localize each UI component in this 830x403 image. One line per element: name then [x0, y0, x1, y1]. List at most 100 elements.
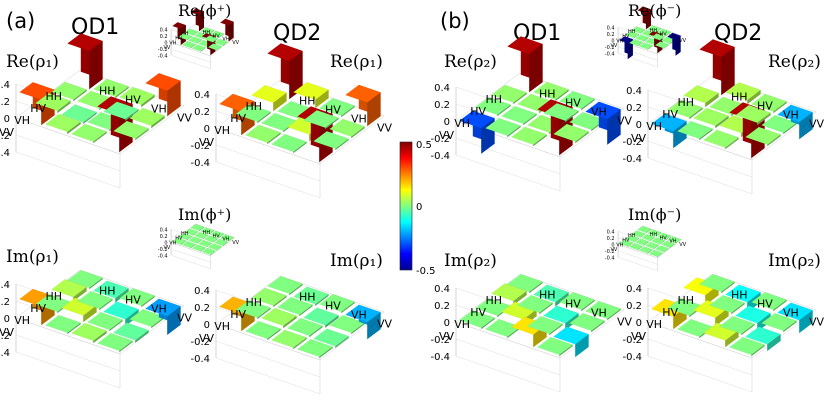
bar-face-top [86, 311, 124, 331]
matrix-bar [318, 293, 356, 314]
bar-face-front [591, 320, 605, 333]
col-basis-label: VV [199, 136, 215, 149]
bar-face-top [650, 113, 688, 132]
bar-face-front [747, 90, 761, 105]
z-tick-label: -0.4 [158, 53, 168, 59]
bar-face-front [141, 94, 155, 108]
z-tick-label: 0.4 [160, 228, 168, 234]
z-tick-label: 0.2 [626, 103, 642, 114]
bar-face-top [666, 32, 682, 40]
bar-face-top [187, 36, 203, 44]
matrix-bar [112, 322, 150, 343]
bar-face-top [234, 299, 272, 319]
matrix-bar [344, 304, 382, 340]
bar-face-front [73, 89, 87, 102]
bar-face-front [192, 31, 198, 36]
row-basis-label: HV [213, 33, 221, 39]
z-tick-label: 0 [204, 320, 210, 331]
col-basis-label: HH [45, 90, 62, 103]
bar-face-front [533, 134, 547, 147]
col-basis-label: VV [631, 330, 647, 343]
matrix-bar [201, 247, 216, 256]
bar-face-top [516, 294, 554, 314]
bar-face-top [776, 104, 814, 123]
z-tick-label: 0.4 [626, 284, 642, 295]
bar-face-front [208, 230, 214, 235]
bar-face-front [190, 244, 196, 249]
col-basis-label: HV [622, 238, 630, 244]
z-tick-label: -0.4 [158, 253, 168, 259]
bar-face-top [750, 93, 788, 112]
bar-face-top [50, 279, 88, 298]
z-tick-label: 0 [636, 120, 642, 131]
row-basis-label: VV [232, 240, 239, 246]
z-tick-label: -0.2 [430, 335, 450, 346]
plot-title: Im(ϕ⁻) [628, 205, 681, 224]
bar-face-front [663, 248, 669, 253]
bar-face-top [201, 247, 216, 255]
row-basis-label: VV [679, 242, 686, 248]
z-tick-label: 0.4 [0, 280, 10, 291]
bar-face-top [234, 103, 272, 123]
bar-face-top [526, 315, 564, 335]
bar-face-top [34, 293, 72, 313]
z-tick-label: 0.2 [434, 301, 450, 312]
matrix-bar [270, 329, 308, 350]
column-heading-qd2-b: QD2 [714, 21, 762, 46]
grid-line [617, 52, 658, 68]
z-tick-label: -0.4 [622, 352, 642, 363]
col-basis-label: VV [610, 43, 617, 49]
plot-title: Re(ρ₂) [768, 52, 821, 72]
bar-face-front [665, 235, 671, 241]
matrix-bar [184, 28, 199, 36]
bar-face-front [335, 138, 349, 151]
bar-face-front [93, 330, 107, 344]
bar-face-front [725, 137, 739, 150]
bar-face-top [644, 241, 660, 250]
bar-face-front [655, 28, 661, 33]
bar-face-top [500, 105, 538, 125]
plot-title: Im(ρ₁) [6, 247, 59, 267]
matrix-bar [191, 44, 206, 52]
bar-face-top [328, 314, 366, 334]
bar-face-front [257, 307, 271, 320]
matrix-bar [34, 92, 72, 114]
bar-face-top [207, 43, 222, 51]
bar-face-front [657, 252, 663, 258]
bar-face-front [190, 44, 196, 49]
z-tick-label: 0.4 [0, 80, 10, 91]
row-basis-label: VH [591, 106, 607, 119]
z-tick-label: -0.4 [190, 354, 210, 365]
bar-face-top [312, 328, 350, 347]
grid-line [215, 161, 321, 199]
col-basis-label: VV [631, 132, 647, 145]
matrix-bar [171, 237, 187, 246]
matrix-bar [637, 6, 652, 30]
bar-face-top [648, 249, 663, 257]
bar-face-top [484, 318, 522, 338]
bar-face-front [351, 126, 365, 139]
row-basis-label: HH [299, 95, 316, 108]
bar-face-top [666, 236, 682, 244]
bar-face-front [513, 291, 527, 306]
bar-face-top [203, 235, 219, 243]
row-basis-label: HH [539, 88, 556, 101]
bar-face-top [128, 107, 166, 127]
bar-face-top [66, 269, 104, 289]
bar-face-front [555, 292, 569, 307]
matrix-bar [260, 307, 298, 329]
bar-face-front [647, 45, 653, 50]
col-basis-label: VH [646, 120, 662, 133]
matrix-bar [744, 126, 782, 147]
bar-face-top [634, 34, 650, 42]
row-basis-label: HV [565, 298, 581, 311]
row-basis-label: HH [731, 289, 748, 302]
matrix-bar [654, 41, 669, 49]
bar-face-front [645, 9, 651, 30]
grid-line [215, 340, 321, 378]
row-basis-label: HV [660, 31, 668, 37]
bar-face-top [102, 301, 140, 320]
